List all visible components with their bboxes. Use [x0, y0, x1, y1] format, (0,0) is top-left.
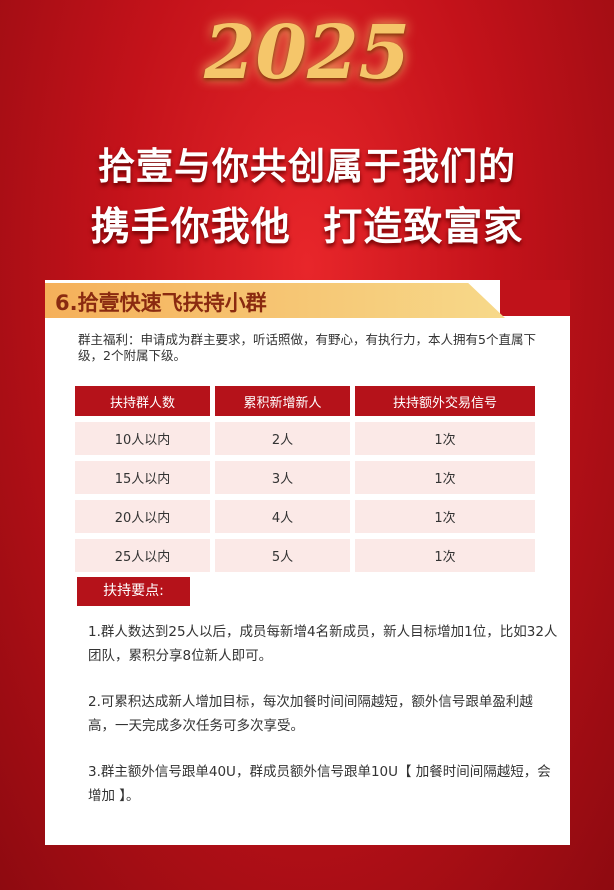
content-card: 6.拾壹快速飞扶持小群 群主福利：申请成为群主要求，听话照做，有野心，有执行力，…: [45, 280, 570, 845]
corner-decoration: [500, 280, 570, 316]
cell: 10人以内: [75, 422, 210, 455]
section-title: 6.拾壹快速飞扶持小群: [55, 291, 267, 315]
support-table: 扶持群人数 累积新增新人 扶持额外交易信号 10人以内 2人 1次 15人以内 3人 1…: [70, 380, 540, 578]
cell: 1次: [355, 461, 535, 494]
intro-text: 群主福利：申请成为群主要求，听话照做，有野心，有执行力，本人拥有5个直属下级，2…: [78, 332, 536, 363]
points-label: 扶持要点:: [77, 577, 190, 606]
points-list: 1.群人数达到25人以后，成员每新增4名新成员，新人目标增加1位，比如32人团队…: [88, 620, 558, 830]
column-header: 扶持额外交易信号: [355, 386, 535, 416]
headline-2: 携手你我他 打造致富家: [90, 205, 524, 250]
year-title: 2025: [204, 10, 410, 96]
section-band: 6.拾壹快速飞扶持小群: [45, 283, 505, 318]
cell: 3人: [215, 461, 350, 494]
cell: 1次: [355, 539, 535, 572]
table-header-row: 扶持群人数 累积新增新人 扶持额外交易信号: [75, 386, 535, 416]
cell: 2人: [215, 422, 350, 455]
cell: 20人以内: [75, 500, 210, 533]
column-header: 扶持群人数: [75, 386, 210, 416]
point-item: 3.群主额外信号跟单40U，群成员额外信号跟单10U【 加餐时间间隔越短，会增加…: [88, 764, 551, 804]
cell: 4人: [215, 500, 350, 533]
point-item: 2.可累积达成新人增加目标，每次加餐时间间隔越短，额外信号跟单盈利越高，一天完成…: [88, 694, 533, 734]
cell: 5人: [215, 539, 350, 572]
point-item: 1.群人数达到25人以后，成员每新增4名新成员，新人目标增加1位，比如32人团队…: [88, 624, 558, 664]
cell: 15人以内: [75, 461, 210, 494]
cell: 1次: [355, 500, 535, 533]
headline-1: 拾壹与你共创属于我们的: [98, 145, 516, 188]
table-row: 15人以内 3人 1次: [75, 461, 535, 494]
table-row: 25人以内 5人 1次: [75, 539, 535, 572]
table-row: 20人以内 4人 1次: [75, 500, 535, 533]
column-header: 累积新增新人: [215, 386, 350, 416]
table-row: 10人以内 2人 1次: [75, 422, 535, 455]
cell: 25人以内: [75, 539, 210, 572]
cell: 1次: [355, 422, 535, 455]
